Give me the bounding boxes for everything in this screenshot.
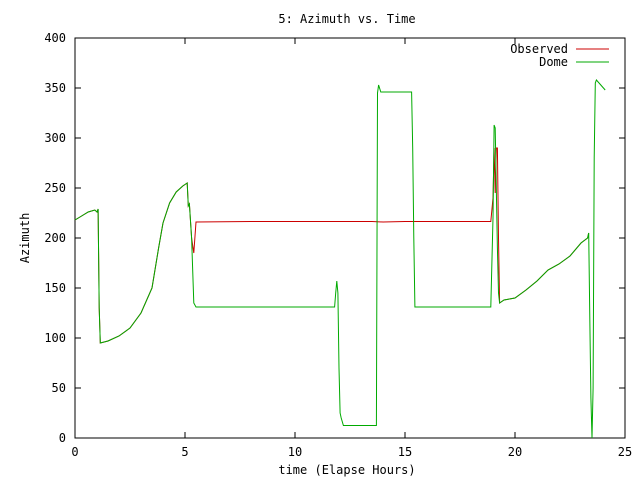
legend-label-observed: Observed [510, 42, 568, 56]
series-line-dome [74, 79, 606, 439]
x-tick-label: 15 [398, 445, 412, 459]
y-tick-label: 0 [59, 431, 66, 445]
y-tick-label: 300 [44, 131, 66, 145]
x-axis-label: time (Elapse Hours) [278, 463, 415, 477]
series-line-observed [74, 147, 590, 344]
y-tick-label: 200 [44, 231, 66, 245]
y-tick-label: 50 [52, 381, 66, 395]
chart-title: 5: Azimuth vs. Time [278, 12, 415, 26]
axis-ticks [74, 37, 626, 439]
y-tick-label: 150 [44, 281, 66, 295]
plot-frame [74, 37, 626, 439]
x-tick-label: 5 [181, 445, 188, 459]
y-tick-label: 250 [44, 181, 66, 195]
x-tick-label: 0 [71, 445, 78, 459]
x-tick-label: 20 [508, 445, 522, 459]
y-axis-label: Azimuth [18, 213, 32, 264]
y-tick-label: 350 [44, 81, 66, 95]
x-tick-label: 10 [288, 445, 302, 459]
y-tick-label: 400 [44, 31, 66, 45]
legend-label-dome: Dome [539, 55, 568, 69]
y-tick-label: 100 [44, 331, 66, 345]
series-lines [74, 79, 606, 439]
x-tick-label: 25 [618, 445, 632, 459]
